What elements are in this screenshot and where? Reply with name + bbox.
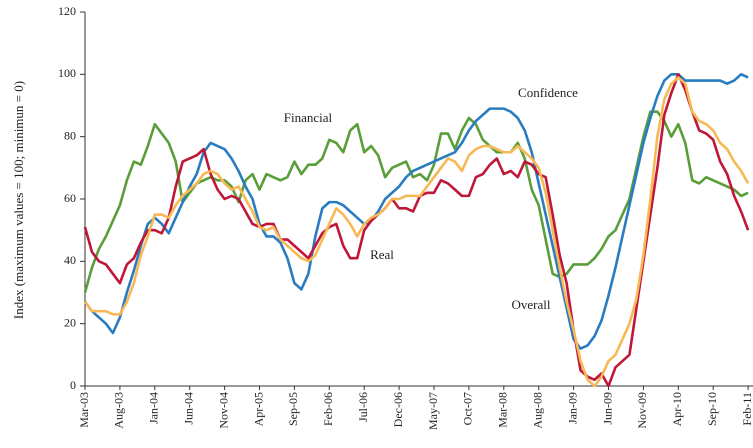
x-tick-label: Jun-04 [181,392,195,425]
y-tick-label: 60 [64,191,76,205]
series-line [83,73,749,350]
x-tick-label: Feb-11 [740,392,753,426]
y-tick-label: 80 [64,128,76,142]
x-tick-label: Aug-03 [112,392,126,429]
x-tick-label: Jul-06 [356,392,370,422]
x-tick-label: Aug-08 [530,392,544,429]
y-tick-label: 40 [64,253,76,267]
x-tick-label: Feb-06 [321,392,335,426]
x-tick-label: Sep-05 [286,392,300,426]
series-label: Real [370,247,394,262]
y-tick-label: 120 [58,4,76,18]
x-tick-label: Mar-08 [496,392,510,428]
series-label: Financial [284,110,333,125]
y-axis-label: Index (maximum values = 100; minimun = 0… [11,81,26,319]
x-tick-label: Nov-04 [216,392,230,429]
x-tick-label: Apr-05 [251,392,265,426]
series-line [83,76,750,388]
x-tick-label: Mar-03 [77,392,91,428]
x-tick-label: Oct-07 [461,392,475,425]
x-tick-label: Jan-09 [565,392,579,424]
x-tick-label: Nov-09 [635,392,649,429]
series-label: Confidence [518,85,578,100]
series-line [83,73,750,388]
y-tick-label: 0 [70,378,76,392]
x-tick-label: May-07 [426,392,440,430]
y-tick-label: 20 [64,315,76,329]
x-tick-label: Jan-04 [147,392,161,424]
x-tick-label: Apr-10 [670,392,684,426]
series-label: Overall [512,297,551,312]
x-tick-label: Jun-09 [600,392,614,425]
x-tick-label: Sep-10 [705,392,719,426]
x-tick-label: Dec-06 [391,392,405,427]
y-tick-label: 100 [58,66,76,80]
